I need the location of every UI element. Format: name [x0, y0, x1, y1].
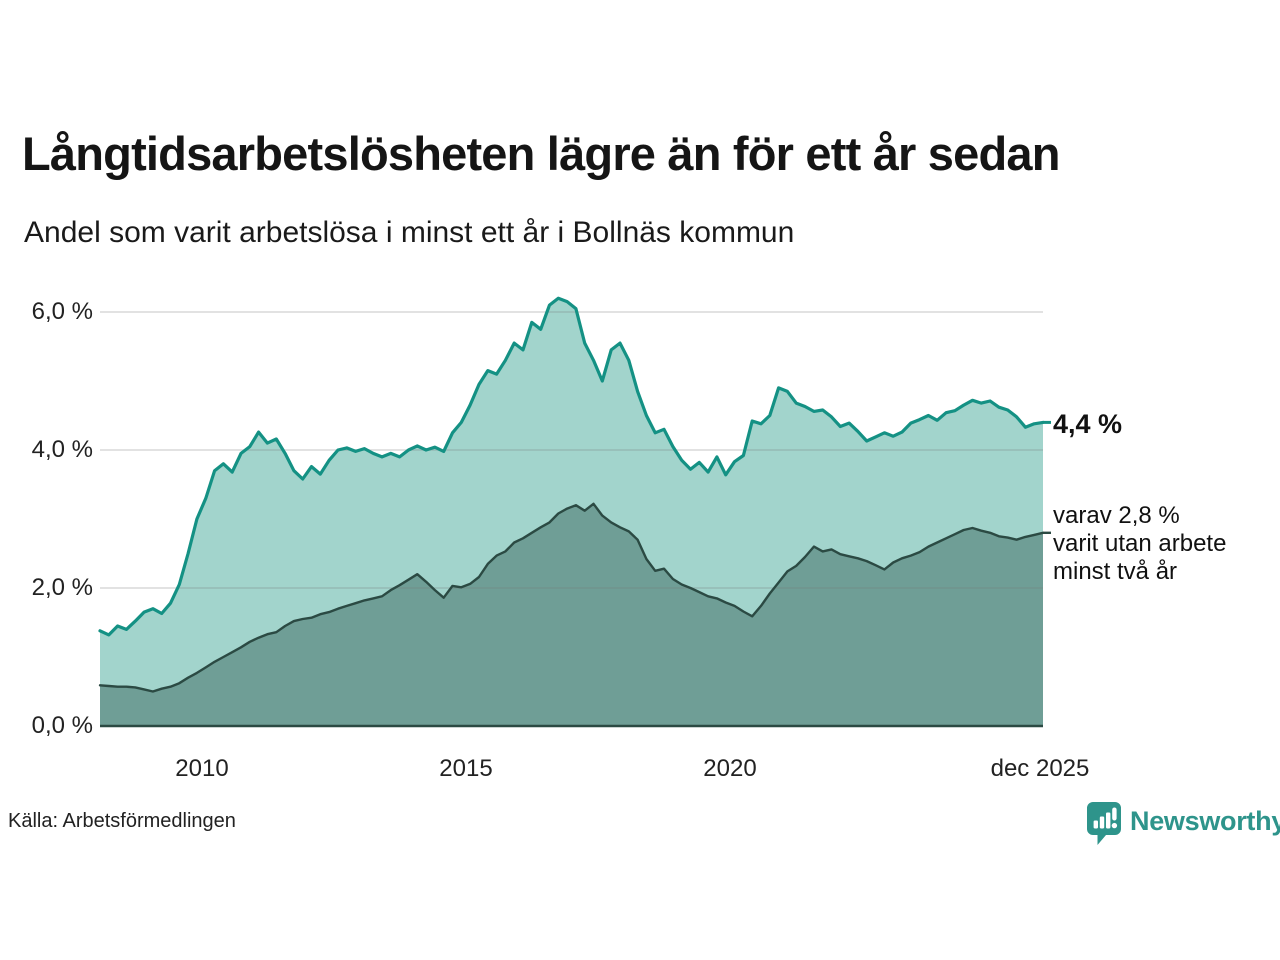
subset-line [98, 502, 1045, 693]
subset-annotation-line3: minst två år [1053, 558, 1178, 585]
source-attribution: Källa: Arbetsförmedlingen [8, 810, 236, 832]
subset-annotation-line1: varav 2,8 % [1053, 502, 1180, 529]
x-tick-label-2015: 2015 [439, 755, 493, 782]
y-tick-label-2: 2,0 % [31, 574, 93, 601]
x-tick-label-dec-2025: dec 2025 [990, 755, 1090, 782]
y-tick-label-4: 4,0 % [31, 436, 93, 463]
gridlines [100, 311, 1043, 589]
newsworthy-wordmark: Newsworthy [1130, 806, 1280, 836]
x-tick-label-2010: 2010 [175, 755, 229, 782]
newsworthy-logo-icon [1087, 802, 1121, 845]
y-tick-label-0: 0,0 % [31, 712, 93, 739]
chart-title: Långtidsarbetslösheten lägre än för ett … [22, 127, 1060, 180]
total-value-annotation: 4,4 % [1053, 409, 1123, 439]
total-line [98, 296, 1045, 637]
chart-subtitle: Andel som varit arbetslösa i minst ett å… [24, 216, 795, 249]
x-tick-label-2020: 2020 [703, 755, 757, 782]
y-tick-label-6: 6,0 % [31, 298, 93, 325]
subset-annotation-line2: varit utan arbete [1053, 530, 1227, 557]
subset-area-fill [100, 503, 1043, 726]
subset-value-annotation: varav 2,8 % varit utan arbete minst två … [1053, 502, 1226, 586]
newsworthy-logo: Newsworthy [1086, 801, 1280, 846]
